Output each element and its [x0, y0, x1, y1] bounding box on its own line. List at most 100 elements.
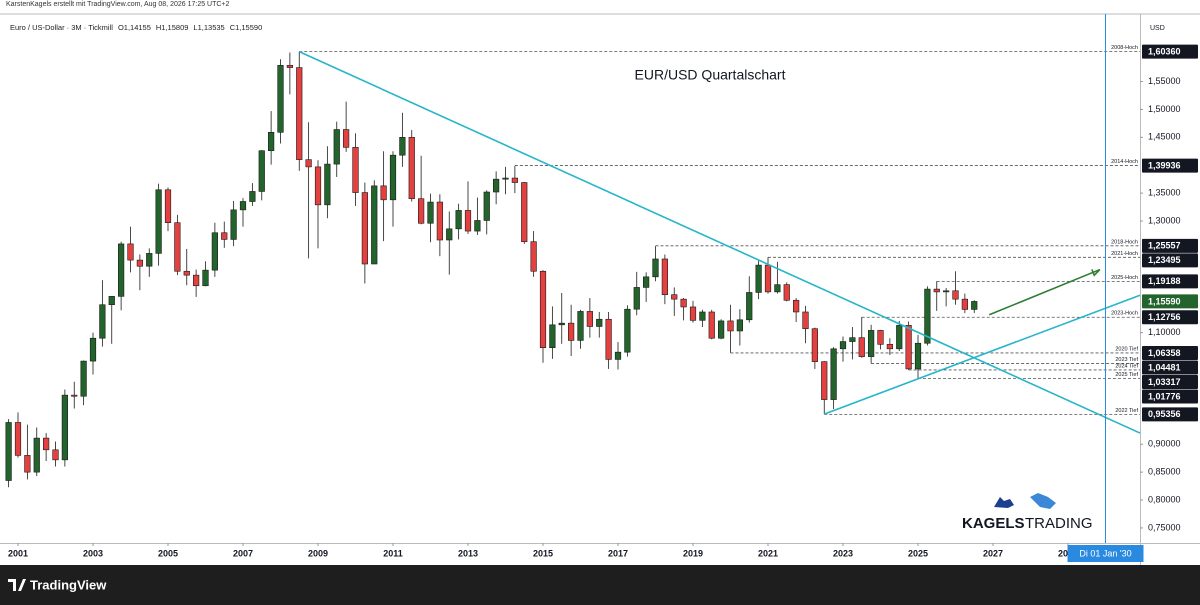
x-tick-label: 2013 [458, 548, 478, 558]
candle-body [914, 342, 922, 370]
candle-body [211, 232, 218, 271]
candle-body [746, 292, 753, 321]
price-label-box [1142, 389, 1198, 404]
x-tick-label: 2015 [533, 548, 553, 558]
x-tick-label: 2019 [683, 548, 703, 558]
candle-body [868, 330, 875, 357]
logo-icons [994, 493, 1056, 509]
candle-body [361, 192, 368, 265]
candle-body [418, 198, 425, 224]
candle-body [146, 253, 153, 267]
arrow-head [1091, 269, 1101, 277]
candle-body [783, 284, 790, 301]
candle-body [464, 210, 472, 232]
level-name: 2025-Hoch [1111, 275, 1138, 281]
y-tick-label: 0,75000 [1148, 522, 1181, 532]
candle-body [755, 264, 762, 293]
y-tick-label: 1,30000 [1148, 215, 1181, 225]
logo-bold: KAGELS [962, 515, 1025, 532]
candle-body [718, 320, 725, 339]
candle-body [221, 232, 228, 240]
x-tick-label: 2011 [383, 548, 403, 558]
candle-body [971, 301, 978, 310]
candle-body [155, 189, 162, 254]
x-tick-label: 2001 [8, 548, 28, 558]
candle-body [643, 276, 650, 288]
candle-body [71, 394, 78, 397]
candle-body [268, 131, 275, 152]
chart-title: EUR/USD Quartalschart [635, 67, 786, 83]
price-label-box [1142, 407, 1198, 422]
candle-body [661, 258, 668, 295]
x-tick-label: 2023 [833, 548, 853, 558]
candle-body [699, 311, 706, 321]
price-label: 1,60360 [1148, 46, 1181, 56]
level-name: 2025 Tief [1115, 372, 1138, 378]
candle-body [296, 67, 303, 160]
candle-body [314, 166, 322, 206]
level-name: 2018-Hoch [1111, 239, 1138, 245]
x-tick-label: 2005 [158, 548, 178, 558]
candle-body [493, 178, 500, 193]
candle-body [736, 319, 743, 332]
candle-body [202, 269, 209, 287]
price-label: 1,25557 [1148, 241, 1181, 251]
cursor-label: Di 01 Jan '30 [1079, 548, 1131, 558]
candle-body [952, 290, 959, 300]
candle-body [624, 308, 631, 353]
ohlc-low: L1,13535 [193, 23, 225, 32]
trendline [298, 50, 1141, 434]
y-tick-label: 0,85000 [1148, 467, 1181, 477]
level-name: 2021-Hoch [1111, 251, 1138, 257]
x-tick-label: 2027 [983, 548, 1003, 558]
candle-body [136, 259, 143, 267]
candle-body [521, 182, 528, 242]
candle-body [446, 228, 453, 241]
candle-body [118, 243, 125, 297]
logo-light: TRADING [1025, 515, 1093, 532]
candle-body [427, 201, 434, 224]
candle-body [839, 341, 847, 350]
price-label: 1,03317 [1148, 377, 1181, 387]
x-tick-label: 2007 [233, 548, 253, 558]
price-label: 1,19188 [1148, 276, 1181, 286]
candle-body [933, 288, 940, 293]
ohlc-close: C1,15590 [229, 23, 263, 32]
candle-body [858, 337, 865, 357]
candle-body [61, 394, 68, 461]
candle-body [727, 320, 734, 332]
price-label-box [1142, 253, 1198, 268]
level-name: 2024 Tief [1115, 363, 1138, 369]
candle-body [708, 311, 715, 339]
level-name: 2008-Hoch [1111, 45, 1138, 51]
candle-body [896, 325, 903, 350]
x-tick-label: 2025 [908, 548, 928, 558]
candle-body [483, 191, 490, 221]
price-label: 1,15590 [1148, 296, 1181, 306]
ohlc-high: H1,15809 [155, 23, 189, 32]
candle-body [849, 337, 856, 342]
x-tick-label: 2021 [758, 548, 778, 558]
candle-body [99, 304, 106, 339]
y-tick-label: 1,10000 [1148, 327, 1181, 337]
candle-body [614, 351, 622, 360]
candle-body [793, 299, 800, 313]
level-name: 2020 Tief [1115, 346, 1138, 352]
candle-body [249, 191, 256, 202]
x-tick-label: 2003 [83, 548, 103, 558]
price-label-box [1142, 294, 1198, 309]
candle-body [502, 177, 509, 180]
candle-body [183, 270, 190, 276]
candle-body [586, 311, 593, 327]
candle-body [352, 147, 359, 193]
price-label-box [1142, 44, 1198, 59]
candle-body [539, 270, 547, 348]
candle-body [764, 264, 772, 293]
footer-bar [0, 565, 1200, 605]
candle-body [652, 258, 659, 278]
price-label: 1,23495 [1148, 255, 1181, 265]
price-label-box [1142, 310, 1198, 325]
candle-body [127, 243, 134, 261]
candle-body [333, 129, 340, 165]
